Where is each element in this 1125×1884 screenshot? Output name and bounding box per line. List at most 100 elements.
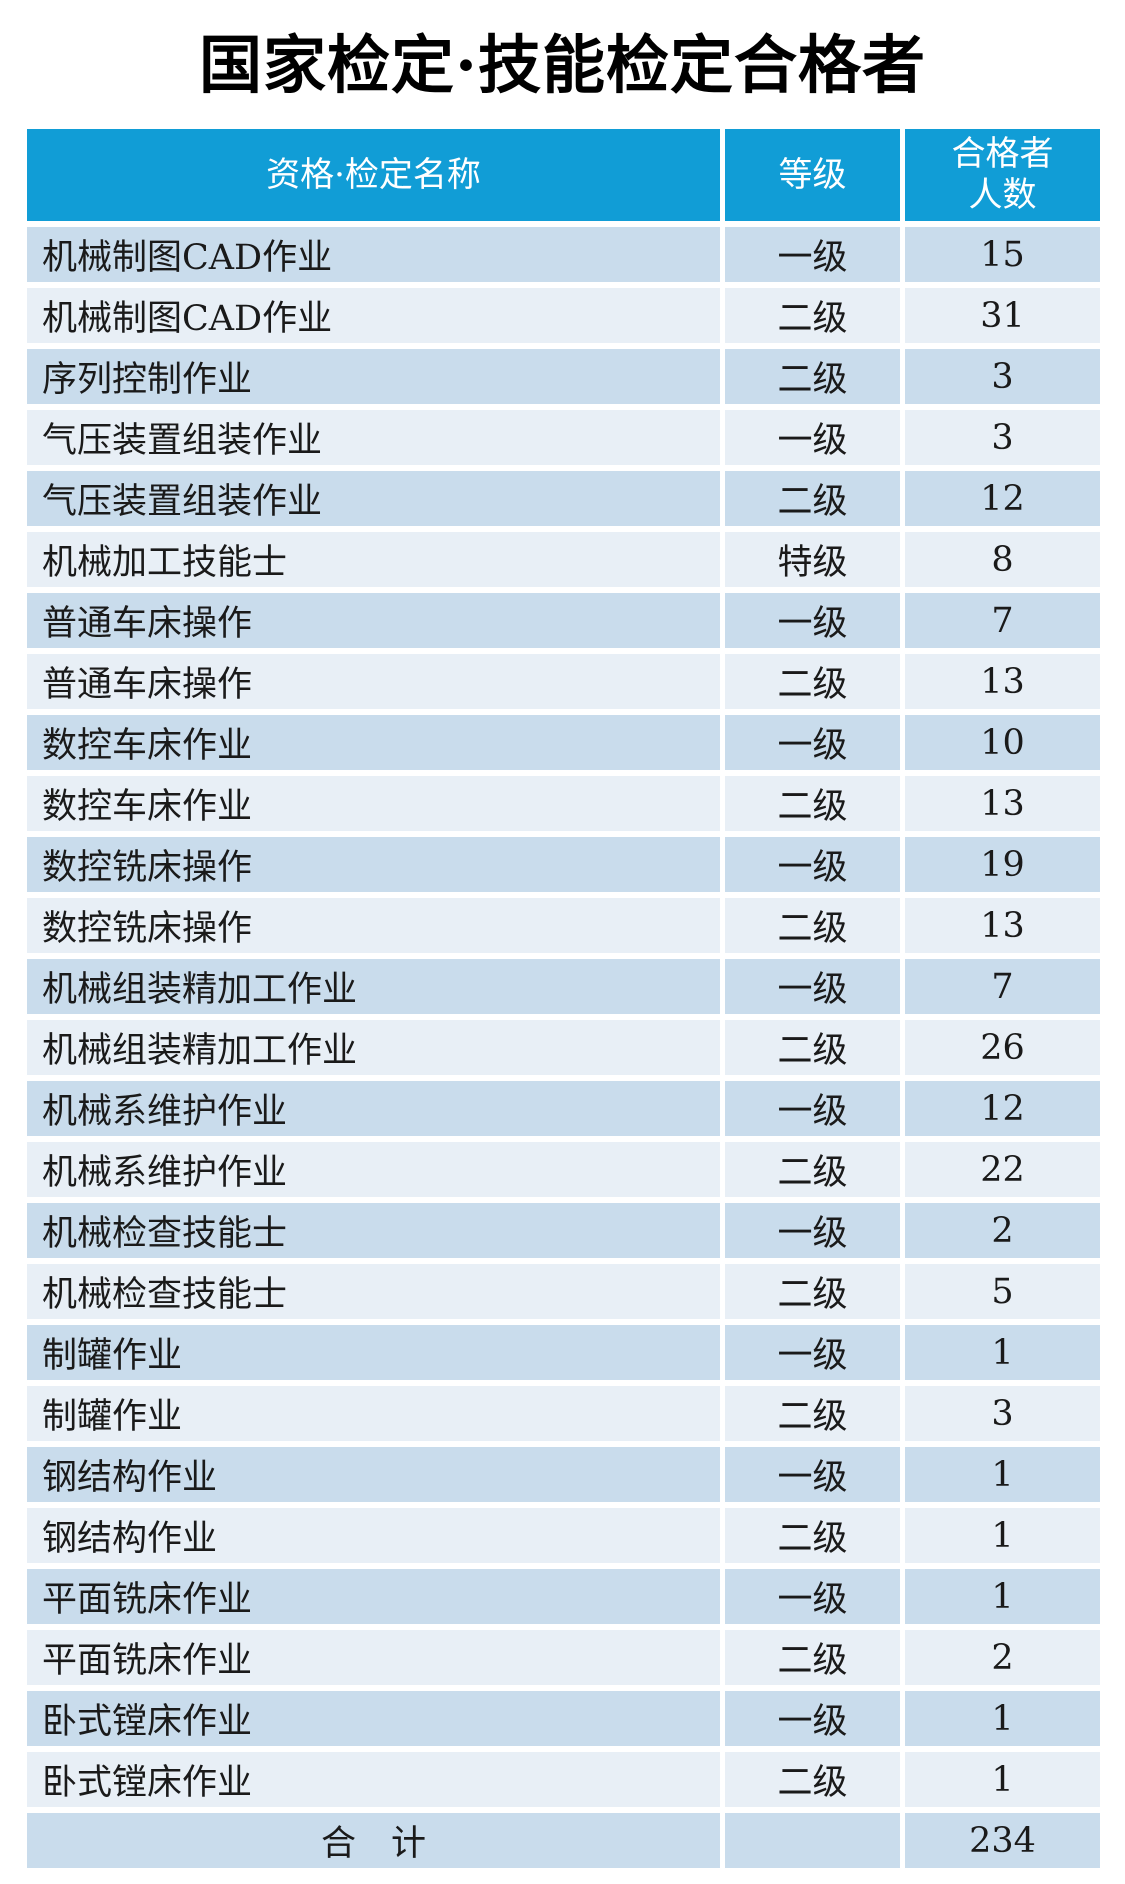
cell-name: 平面铣床作业: [27, 1569, 720, 1624]
header-passers-line2: 人数: [968, 175, 1037, 215]
cell-count: 5: [905, 1264, 1100, 1319]
cell-grade: 二级: [725, 1020, 900, 1075]
cell-count: 7: [905, 959, 1100, 1014]
cell-name: 数控铣床操作: [27, 837, 720, 892]
cell-grade: 二级: [725, 288, 900, 343]
table-row: 机械系维护作业 一级 12: [27, 1081, 1100, 1136]
cell-grade: 一级: [725, 1325, 900, 1380]
table-row: 普通车床操作 二级 13: [27, 654, 1100, 709]
cell-name: 钢结构作业: [27, 1447, 720, 1502]
cell-grade: 二级: [725, 654, 900, 709]
table-row: 数控车床作业 二级 13: [27, 776, 1100, 831]
cell-grade: 二级: [725, 1142, 900, 1197]
cell-grade: 一级: [725, 593, 900, 648]
cell-grade: 二级: [725, 1508, 900, 1563]
cell-count: 2: [905, 1203, 1100, 1258]
cell-name: 机械组装精加工作业: [27, 959, 720, 1014]
cell-grade: 一级: [725, 1203, 900, 1258]
table-row: 机械加工技能士 特级 8: [27, 532, 1100, 587]
table-row: 制罐作业 二级 3: [27, 1386, 1100, 1441]
total-count: 234: [905, 1813, 1100, 1868]
cell-count: 1: [905, 1752, 1100, 1807]
cell-count: 22: [905, 1142, 1100, 1197]
cell-grade: 一级: [725, 410, 900, 465]
total-label: 合 计: [27, 1813, 720, 1868]
cell-count: 2: [905, 1630, 1100, 1685]
table-row: 机械组装精加工作业 二级 26: [27, 1020, 1100, 1075]
cell-grade: 二级: [725, 1630, 900, 1685]
cell-count: 3: [905, 1386, 1100, 1441]
cell-count: 12: [905, 1081, 1100, 1136]
cell-grade: 二级: [725, 1386, 900, 1441]
table-row: 普通车床操作 一级 7: [27, 593, 1100, 648]
cell-count: 8: [905, 532, 1100, 587]
cell-name: 机械加工技能士: [27, 532, 720, 587]
cell-count: 19: [905, 837, 1100, 892]
cell-name: 数控车床作业: [27, 715, 720, 770]
header-name: 资格·检定名称: [27, 129, 720, 221]
cell-grade: 二级: [725, 776, 900, 831]
table-row: 机械组装精加工作业 一级 7: [27, 959, 1100, 1014]
cell-count: 13: [905, 898, 1100, 953]
cell-name: 普通车床操作: [27, 654, 720, 709]
cell-count: 10: [905, 715, 1100, 770]
cell-grade: 二级: [725, 471, 900, 526]
cell-name: 制罐作业: [27, 1325, 720, 1380]
cell-grade: 特级: [725, 532, 900, 587]
cell-name: 平面铣床作业: [27, 1630, 720, 1685]
cell-count: 1: [905, 1508, 1100, 1563]
cell-grade: 二级: [725, 1752, 900, 1807]
cell-count: 13: [905, 776, 1100, 831]
cell-count: 31: [905, 288, 1100, 343]
cell-name: 序列控制作业: [27, 349, 720, 404]
cell-name: 数控车床作业: [27, 776, 720, 831]
cell-name: 普通车床操作: [27, 593, 720, 648]
table-row: 序列控制作业 二级 3: [27, 349, 1100, 404]
cell-name: 钢结构作业: [27, 1508, 720, 1563]
header-passers-line1: 合格者: [951, 134, 1054, 175]
cell-grade: 一级: [725, 1081, 900, 1136]
certification-table: 资格·检定名称 等级 合格者 人数 机械制图CAD作业 一级 15 机械制图CA…: [27, 129, 1100, 1868]
cell-name: 机械制图CAD作业: [27, 227, 720, 282]
table-row: 机械检查技能士 二级 5: [27, 1264, 1100, 1319]
cell-grade: 二级: [725, 1264, 900, 1319]
cell-grade: 一级: [725, 959, 900, 1014]
table-row: 钢结构作业 一级 1: [27, 1447, 1100, 1502]
header-passers-count: 合格者 人数: [905, 129, 1100, 221]
cell-grade: 一级: [725, 227, 900, 282]
table-row: 钢结构作业 二级 1: [27, 1508, 1100, 1563]
table-row: 机械制图CAD作业 二级 31: [27, 288, 1100, 343]
cell-count: 3: [905, 410, 1100, 465]
table-total-row: 合 计 234: [27, 1813, 1100, 1868]
cell-count: 12: [905, 471, 1100, 526]
table-row: 机械系维护作业 二级 22: [27, 1142, 1100, 1197]
cell-grade: 一级: [725, 1447, 900, 1502]
cell-count: 3: [905, 349, 1100, 404]
table-header-row: 资格·检定名称 等级 合格者 人数: [27, 129, 1100, 221]
total-grade-cell: [725, 1813, 900, 1868]
table-row: 卧式镗床作业 二级 1: [27, 1752, 1100, 1807]
cell-name: 机械系维护作业: [27, 1081, 720, 1136]
cell-count: 13: [905, 654, 1100, 709]
cell-name: 卧式镗床作业: [27, 1752, 720, 1807]
cell-count: 1: [905, 1447, 1100, 1502]
table-row: 平面铣床作业 二级 2: [27, 1630, 1100, 1685]
table-row: 制罐作业 一级 1: [27, 1325, 1100, 1380]
cell-count: 1: [905, 1569, 1100, 1624]
cell-name: 卧式镗床作业: [27, 1691, 720, 1746]
cell-grade: 二级: [725, 898, 900, 953]
cell-grade: 一级: [725, 1569, 900, 1624]
cell-grade: 二级: [725, 349, 900, 404]
cell-count: 1: [905, 1691, 1100, 1746]
table-row: 机械检查技能士 一级 2: [27, 1203, 1100, 1258]
cell-name: 机械系维护作业: [27, 1142, 720, 1197]
table-row: 平面铣床作业 一级 1: [27, 1569, 1100, 1624]
table-row: 机械制图CAD作业 一级 15: [27, 227, 1100, 282]
cell-grade: 一级: [725, 715, 900, 770]
table-row: 气压装置组装作业 一级 3: [27, 410, 1100, 465]
cell-name: 机械检查技能士: [27, 1264, 720, 1319]
cell-count: 15: [905, 227, 1100, 282]
cell-name: 气压装置组装作业: [27, 471, 720, 526]
table-row: 数控车床作业 一级 10: [27, 715, 1100, 770]
